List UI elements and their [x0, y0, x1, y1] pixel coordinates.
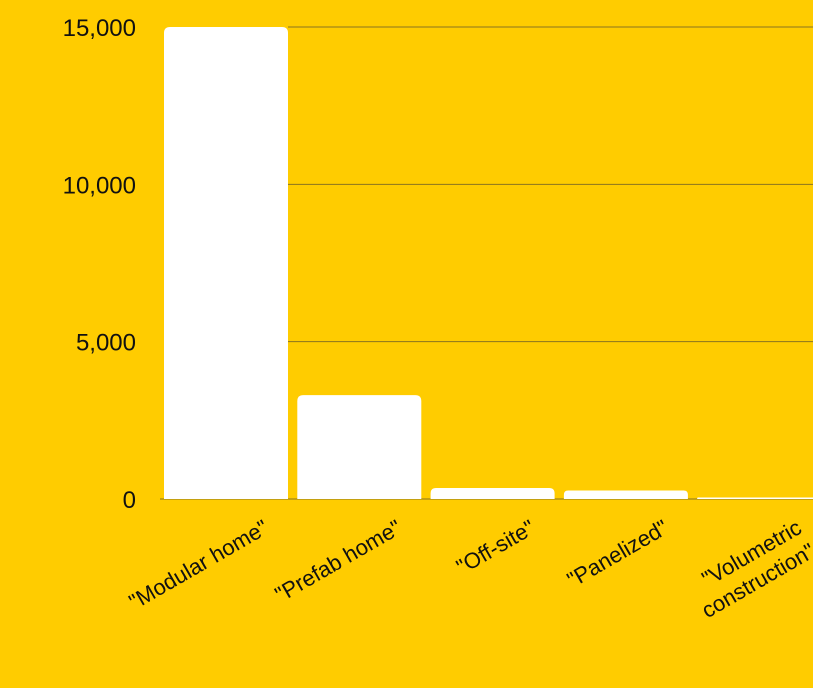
x-category-label: "Modular home" [125, 515, 273, 615]
x-category-label: "Volumetricconstruction" [684, 515, 813, 623]
y-tick-label: 10,000 [63, 172, 136, 199]
y-tick-label: 15,000 [63, 15, 136, 42]
y-tick-label: 0 [123, 487, 136, 514]
y-axis-tick-labels: 0 5,000 10,000 15,000 [63, 15, 136, 514]
x-category-label: "Off-site" [452, 515, 539, 580]
x-axis-category-labels: "Modular home""Prefab home" "Off-site" "Pa… [125, 515, 813, 623]
bar-0 [164, 27, 288, 499]
x-category-label: "Panelized" [563, 515, 673, 593]
bar-3 [563, 490, 688, 499]
x-category-label: "Prefab home" [271, 515, 406, 607]
bars [164, 27, 813, 499]
bar-2 [430, 487, 555, 499]
y-tick-label: 5,000 [76, 330, 136, 357]
bar-4 [697, 497, 813, 499]
bar-1 [297, 395, 422, 499]
